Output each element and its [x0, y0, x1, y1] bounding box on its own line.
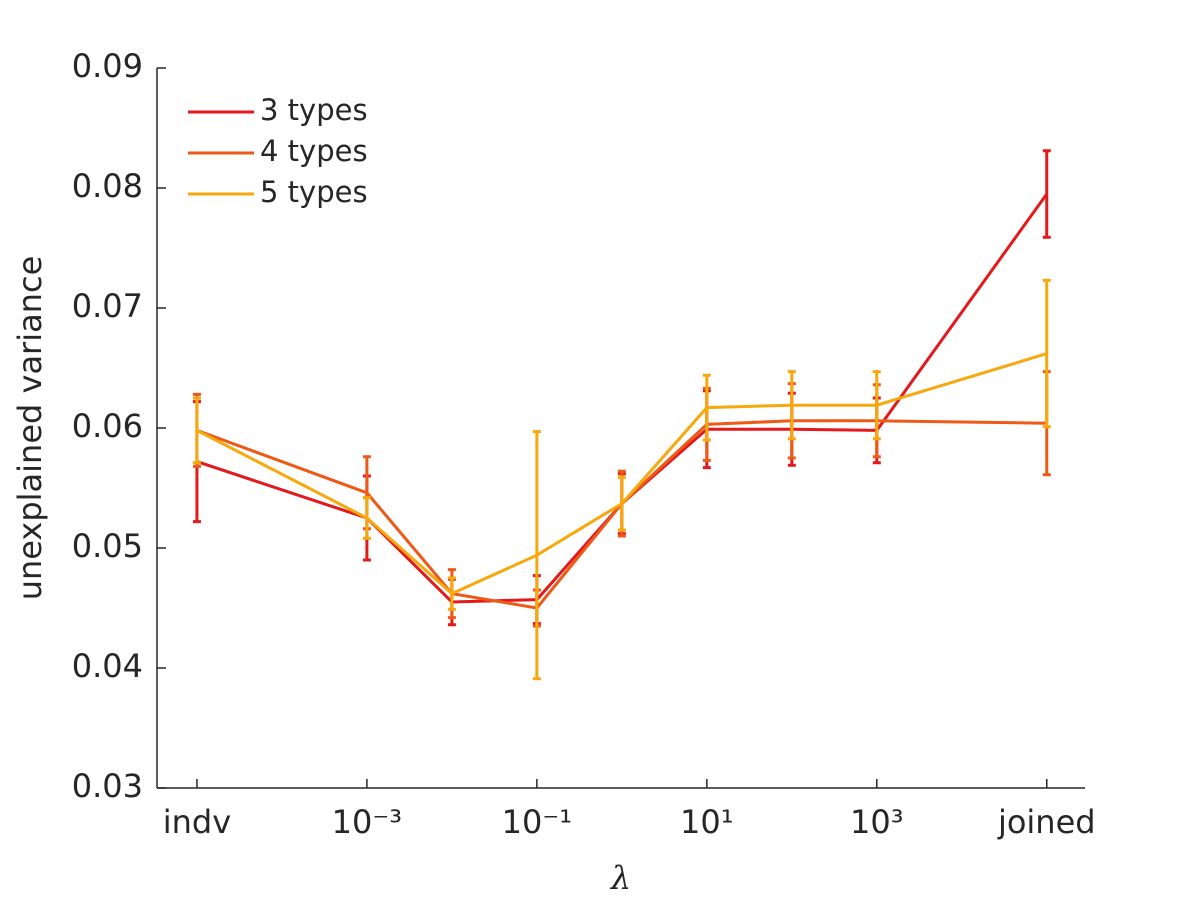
error-bar [532, 430, 541, 681]
error-bar [872, 370, 881, 441]
y-tick-label: 0.05 [72, 527, 143, 565]
error-bar [1042, 278, 1051, 429]
series-line [196, 193, 1048, 604]
error-bar [192, 396, 201, 465]
y-axis-label: unexplained variance [11, 256, 49, 601]
x-tick-label: indv [163, 803, 231, 841]
y-tick-label: 0.06 [72, 407, 143, 445]
x-tick-label: 10⁻³ [332, 803, 402, 841]
error-bar [1042, 149, 1051, 239]
x-axis-label: λ [609, 859, 631, 897]
error-bar [617, 475, 626, 532]
y-tick-label: 0.09 [72, 47, 143, 85]
error-bar [702, 373, 711, 442]
y-tick-label: 0.04 [72, 647, 143, 685]
error-bar [787, 370, 796, 441]
y-tick-label: 0.03 [72, 767, 143, 805]
legend-label: 5 types [260, 175, 368, 209]
error-bar [362, 496, 371, 540]
y-tick-label: 0.08 [72, 167, 143, 205]
x-tick-label: 10³ [850, 803, 904, 841]
legend-label: 4 types [260, 134, 368, 168]
x-tick-label: 10¹ [680, 803, 734, 841]
legend-label: 3 types [260, 93, 368, 127]
x-tick-label: 10⁻¹ [502, 803, 572, 841]
y-tick-label: 0.07 [72, 287, 143, 325]
x-tick-label: joined [997, 803, 1096, 841]
error-bar [447, 576, 456, 611]
